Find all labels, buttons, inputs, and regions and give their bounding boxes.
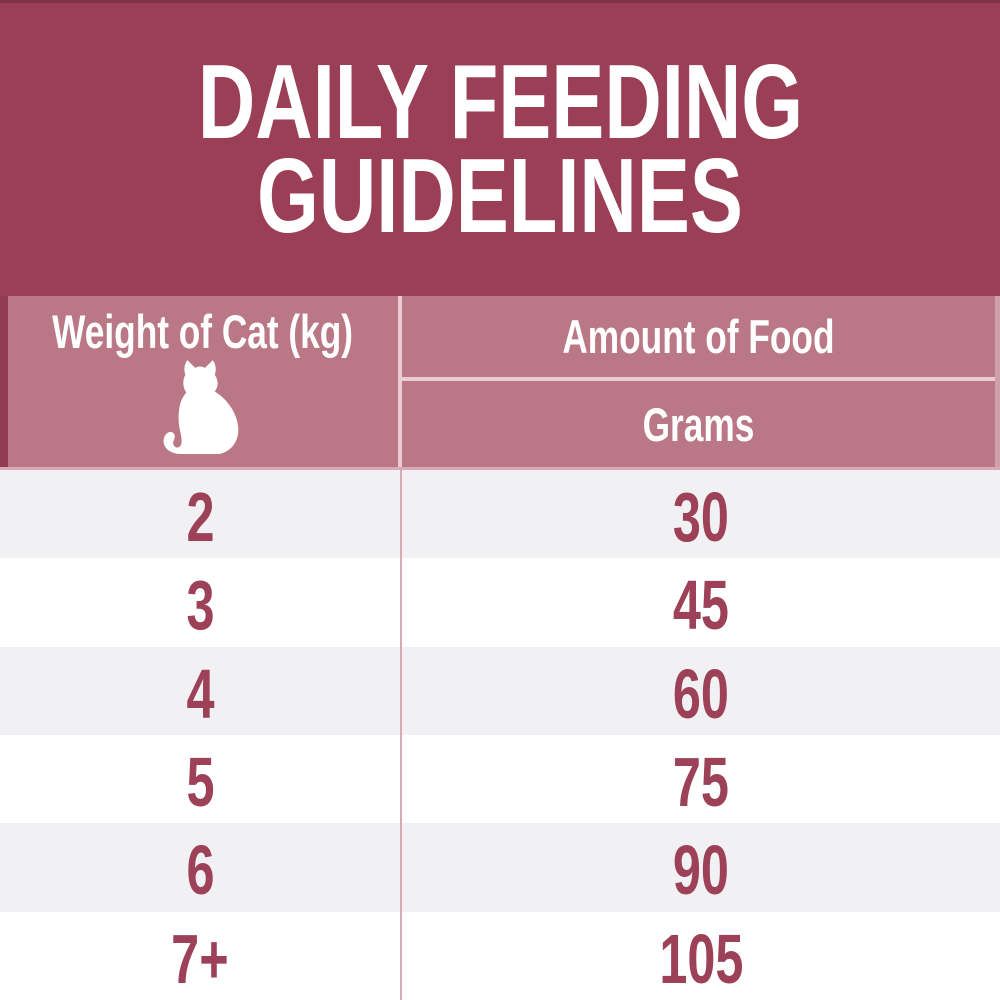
weight-value: 4 — [185, 654, 215, 733]
title-line-1: DAILY FEEDING — [197, 43, 803, 162]
table-row: 4 60 — [0, 646, 1000, 735]
weight-cell: 2 — [0, 470, 402, 559]
weight-value: 3 — [185, 566, 215, 645]
table-row: 6 90 — [0, 823, 1000, 912]
table-row: 2 30 — [0, 470, 1000, 559]
weight-cell: 7+ — [0, 911, 402, 1000]
weight-header-cell: Weight of Cat (kg) — [0, 296, 402, 467]
cat-icon — [159, 357, 247, 461]
table-row: 3 45 — [0, 558, 1000, 647]
title-line-2: GUIDELINES — [257, 136, 743, 255]
grams-value: 105 — [658, 919, 744, 998]
amount-header-group: Amount of Food Grams — [402, 296, 1000, 467]
grams-header-cell: Grams — [402, 381, 995, 467]
grams-cell: 75 — [402, 735, 1000, 823]
grams-cell: 45 — [402, 558, 1000, 646]
table-row: 5 75 — [0, 734, 1000, 824]
amount-header-cell: Amount of Food — [402, 296, 995, 381]
weight-value: 6 — [185, 831, 215, 910]
grams-cell: 90 — [402, 823, 1000, 911]
table-row: 7+ 105 — [0, 911, 1000, 1000]
grams-cell: 30 — [402, 470, 1000, 558]
grams-cell: 60 — [402, 647, 1000, 735]
weight-cell: 4 — [0, 646, 402, 735]
poster-header: DAILY FEEDING GUIDELINES — [0, 0, 1000, 296]
weight-value: 5 — [185, 743, 215, 822]
grams-value: 60 — [672, 654, 730, 733]
weight-cell: 6 — [0, 823, 402, 912]
amount-header-label: Amount of Food — [562, 310, 835, 363]
grams-header-label: Grams — [642, 397, 755, 451]
weight-cell: 3 — [0, 558, 402, 647]
grams-value: 45 — [672, 566, 730, 645]
grams-cell: 105 — [402, 912, 1000, 1000]
weight-header-label: Weight of Cat (kg) — [52, 305, 354, 358]
weight-value: 7+ — [171, 919, 229, 998]
grams-value: 75 — [672, 743, 730, 822]
weight-cell: 5 — [0, 734, 402, 824]
table-body: 2 30 3 45 4 60 5 75 6 90 — [0, 470, 1000, 1000]
grams-value: 90 — [672, 831, 730, 910]
weight-value: 2 — [185, 478, 215, 557]
grams-value: 30 — [672, 478, 730, 557]
table-header-row: Weight of Cat (kg) Amount of Food Grams — [0, 296, 1000, 470]
